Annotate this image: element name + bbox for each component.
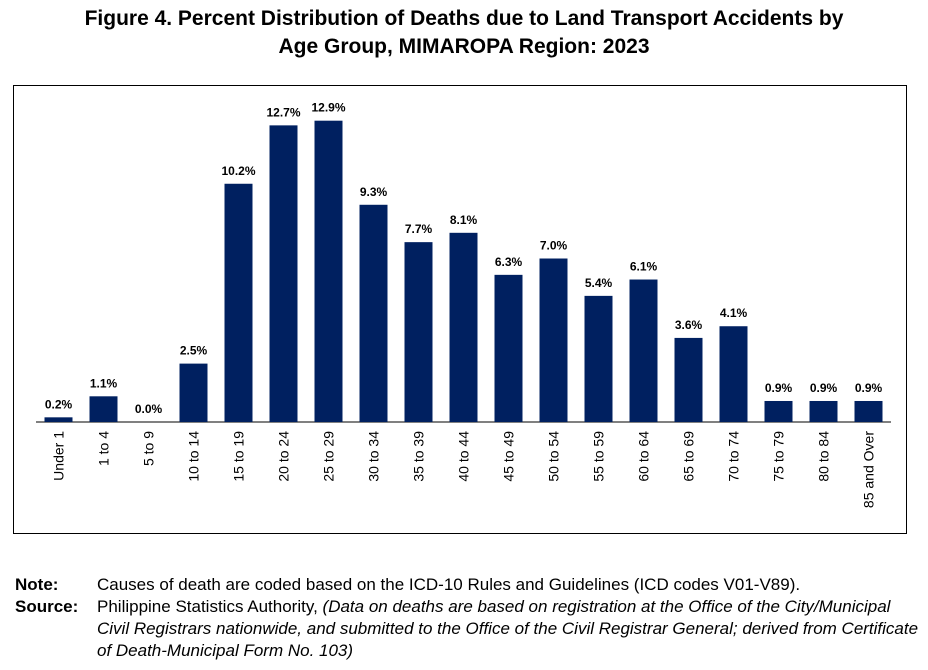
bar (269, 125, 298, 422)
data-label: 2.5% (180, 344, 208, 358)
x-tick-label: Under 1 (51, 431, 67, 481)
data-label: 6.1% (630, 260, 658, 274)
data-label: 0.9% (765, 381, 793, 395)
x-tick-label: 25 to 29 (321, 431, 337, 482)
data-label: 4.1% (720, 306, 748, 320)
bar (224, 183, 253, 422)
note-label: Note: (15, 575, 59, 594)
x-tick-label: 15 to 19 (231, 431, 247, 482)
data-label: 0.9% (810, 381, 838, 395)
bar (629, 279, 658, 422)
x-tick-label: 35 to 39 (411, 431, 427, 482)
data-label: 0.9% (855, 381, 883, 395)
note-text: Causes of death are coded based on the I… (97, 575, 801, 594)
source-italic-text: (Data on deaths are based on registratio… (97, 597, 919, 660)
data-label: 0.2% (45, 397, 73, 411)
bar (539, 258, 568, 422)
source-row: Source: Philippine Statistics Authority,… (15, 596, 920, 662)
x-tick-label: 5 to 9 (141, 431, 157, 466)
bar (359, 204, 388, 422)
bar (449, 232, 478, 422)
x-tick-label: 40 to 44 (456, 431, 472, 482)
data-label: 10.2% (221, 164, 255, 178)
x-tick-label: 70 to 74 (726, 431, 742, 482)
x-tick-label: 50 to 54 (546, 431, 562, 482)
x-tick-label: 65 to 69 (681, 431, 697, 482)
data-label: 5.4% (585, 276, 613, 290)
x-tick-label: 1 to 4 (96, 431, 112, 466)
x-tick-label: 10 to 14 (186, 431, 202, 482)
footnotes: Note: Causes of death are coded based on… (15, 574, 920, 662)
bar (179, 363, 208, 422)
bar (44, 417, 73, 422)
bar (854, 400, 883, 422)
chart-frame (13, 85, 907, 534)
data-label: 0.0% (135, 402, 163, 416)
data-label: 9.3% (360, 185, 388, 199)
x-tick-label: 75 to 79 (771, 431, 787, 482)
data-label: 7.0% (540, 239, 568, 253)
source-text: Philippine Statistics Authority, (97, 597, 318, 616)
data-label: 6.3% (495, 255, 523, 269)
bar (674, 337, 703, 422)
bar (719, 326, 748, 422)
x-tick-label: 20 to 24 (276, 431, 292, 482)
bar (314, 120, 343, 422)
data-label: 8.1% (450, 213, 478, 227)
chart-title-line-1: Figure 4. Percent Distribution of Deaths… (84, 7, 844, 30)
x-tick-label: 30 to 34 (366, 431, 382, 482)
bar (764, 400, 793, 422)
x-tick-label: 60 to 64 (636, 431, 652, 482)
data-label: 7.7% (405, 222, 433, 236)
data-label: 1.1% (90, 376, 118, 390)
chart-title: Figure 4. Percent Distribution of Deaths… (0, 5, 928, 61)
note-row: Note: Causes of death are coded based on… (15, 574, 920, 596)
bar (404, 242, 433, 422)
data-label: 12.9% (311, 101, 345, 115)
bar (494, 274, 523, 422)
x-tick-label: 45 to 49 (501, 431, 517, 482)
bar (89, 396, 118, 422)
bar (584, 295, 613, 422)
source-label: Source: (15, 597, 79, 616)
x-tick-label: 80 to 84 (816, 431, 832, 482)
bar (809, 400, 838, 422)
x-tick-label: 85 and Over (861, 431, 877, 508)
data-label: 12.7% (266, 105, 300, 119)
data-label: 3.6% (675, 318, 703, 332)
x-tick-label: 55 to 59 (591, 431, 607, 482)
chart-title-line-2: Age Group, MIMAROPA Region: 2023 (278, 35, 650, 58)
